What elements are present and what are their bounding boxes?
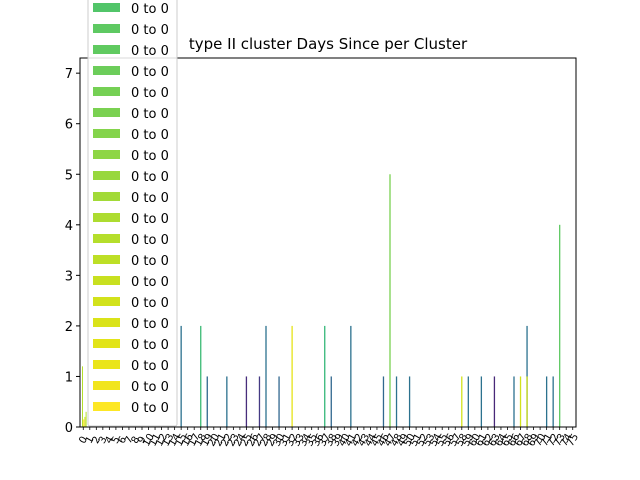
bar-cluster-38 — [330, 376, 332, 427]
y-tick-label: 1 — [65, 370, 73, 385]
bar-cluster-61 — [480, 376, 483, 427]
legend-label: 0 to 0 — [131, 44, 169, 59]
x-tick-label: 1 — [84, 435, 97, 446]
legend-swatch — [93, 150, 120, 159]
legend-label: 0 to 0 — [131, 23, 169, 38]
legend-label: 0 to 0 — [131, 401, 169, 416]
x-tick-label: 9 — [136, 435, 149, 446]
legend-swatch — [93, 318, 120, 327]
legend-label: 0 to 0 — [131, 359, 169, 374]
bar-cluster-50 — [408, 376, 411, 427]
x-tick-label: 2 — [90, 435, 103, 446]
legend-label: 0 to 0 — [131, 233, 169, 248]
axes-frame — [79, 57, 577, 428]
x-tick-label: 4 — [103, 435, 116, 446]
bar-cluster-72 — [552, 376, 554, 427]
legend-label: 0 to 0 — [131, 317, 169, 332]
bar-cluster-48 — [395, 376, 398, 427]
legend-label: 0 to 0 — [131, 2, 169, 17]
bar-stub — [84, 416, 86, 427]
bar-cluster-37 — [324, 325, 326, 427]
bar-stub — [82, 366, 83, 427]
bar-cluster-66 — [513, 376, 515, 427]
legend-swatch — [93, 402, 120, 411]
bar-stub — [85, 411, 87, 427]
y-tick-label: 5 — [65, 168, 73, 183]
x-tick-label: 3 — [97, 435, 110, 446]
x-tick-label: 7 — [123, 435, 136, 446]
legend-label: 0 to 0 — [131, 170, 169, 185]
bar-cluster-15 — [180, 325, 182, 427]
legend-swatch — [93, 255, 120, 264]
legend-label: 0 to 0 — [131, 296, 169, 311]
legend-label: 0 to 0 — [131, 380, 169, 395]
legend-swatch — [93, 24, 120, 33]
y-tick-label: 0 — [65, 421, 73, 436]
legend-swatch — [93, 66, 120, 75]
bars-layer — [82, 174, 561, 427]
legend-swatch — [93, 87, 120, 96]
legend: 0 to 0 0 to 0 0 to 0 0 to 0 0 to 0 0 to 0 0 to… — [87, 0, 178, 427]
y-axis-ticks: 0 1 2 3 4 5 6 7 — [65, 67, 80, 436]
bar-cluster-19 — [206, 376, 208, 427]
bar-cluster-67 — [519, 376, 522, 427]
legend-swatch — [93, 192, 120, 201]
legend-label: 0 to 0 — [131, 275, 169, 290]
bar-cluster-71 — [545, 376, 548, 427]
legend-swatch — [93, 3, 120, 12]
bar-cluster-30 — [278, 376, 280, 427]
x-tick-label: 6 — [116, 435, 129, 446]
bar-cluster-63 — [493, 376, 496, 427]
bar-cluster-28 — [265, 325, 267, 427]
y-tick-label: 2 — [65, 320, 73, 335]
legend-swatch — [93, 276, 120, 285]
legend-label: 0 to 0 — [131, 212, 169, 227]
x-tick-label: 8 — [130, 435, 143, 446]
legend-swatch — [93, 381, 120, 390]
legend-swatch — [93, 360, 120, 369]
legend-swatch — [93, 297, 120, 306]
bar-cluster-47 — [389, 174, 391, 427]
bar-cluster-68 — [526, 376, 528, 427]
chart-title: type II cluster Days Since per Cluster — [189, 35, 468, 53]
legend-swatch — [93, 339, 120, 348]
y-tick-label: 6 — [65, 118, 73, 133]
bar-cluster-73 — [559, 224, 561, 427]
legend-label: 0 to 0 — [131, 128, 169, 143]
x-tick-label: 0 — [77, 435, 90, 446]
bar-cluster-27 — [258, 376, 261, 427]
x-axis-ticks: 0123456789101112131415161718192021222324… — [77, 427, 581, 449]
bar-cluster-25 — [245, 376, 248, 427]
legend-swatch — [93, 108, 120, 117]
legend-label: 0 to 0 — [131, 65, 169, 80]
legend-swatch — [93, 45, 120, 54]
bar-stub — [83, 419, 85, 427]
bar-cluster-58 — [461, 376, 463, 427]
bar-cluster-41 — [350, 325, 352, 427]
x-tick-label: 5 — [110, 435, 123, 446]
legend-swatch — [93, 213, 120, 222]
y-tick-label: 7 — [65, 67, 73, 82]
legend-swatch — [93, 129, 120, 138]
y-tick-label: 3 — [65, 269, 73, 284]
legend-label: 0 to 0 — [131, 149, 169, 164]
bar-cluster-59 — [467, 376, 469, 427]
bar-cluster-22 — [226, 376, 228, 427]
legend-swatch — [93, 171, 120, 180]
legend-label: 0 to 0 — [131, 338, 169, 353]
legend-label: 0 to 0 — [131, 254, 169, 269]
bar-cluster-32 — [291, 325, 293, 427]
legend-label: 0 to 0 — [131, 191, 169, 206]
y-tick-label: 4 — [65, 219, 73, 234]
legend-label: 0 to 0 — [131, 107, 169, 122]
bar-cluster-18 — [200, 325, 202, 427]
bar-cluster-46 — [382, 376, 385, 427]
legend-label: 0 to 0 — [131, 86, 169, 101]
legend-swatch — [93, 234, 120, 243]
